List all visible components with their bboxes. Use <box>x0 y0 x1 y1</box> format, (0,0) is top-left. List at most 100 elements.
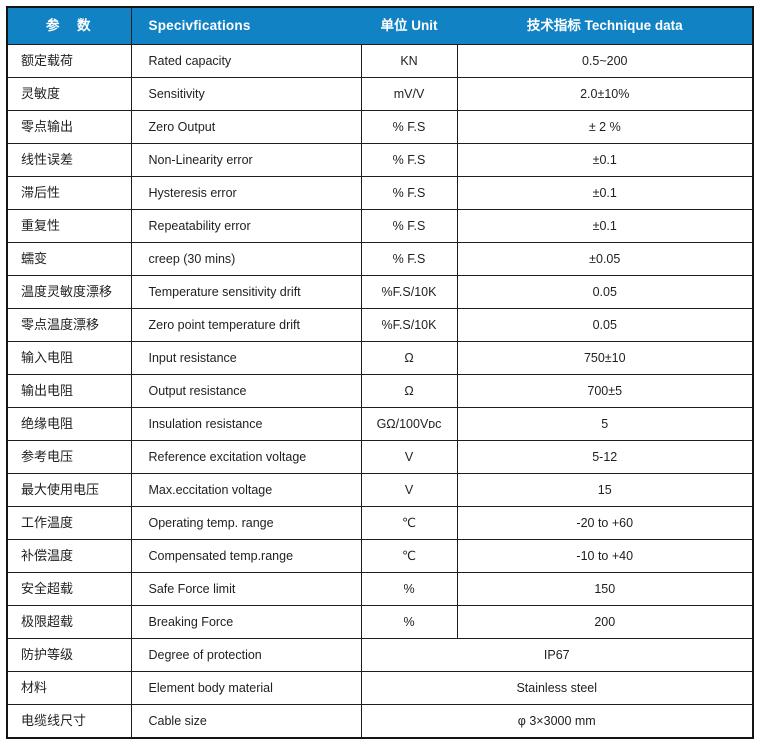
unit-cell: ℃ <box>360 539 458 573</box>
spec-en-cell: Safe Force limit <box>130 572 362 606</box>
value-cell: ±0.1 <box>456 209 754 243</box>
header-spec: Specivfications <box>130 6 362 45</box>
header-data: 技术指标 Technique data <box>456 6 754 45</box>
table-row: 灵敏度 Sensitivity mV/V 2.0±10% <box>6 77 754 111</box>
table-row: 安全超载 Safe Force limit % 150 <box>6 572 754 606</box>
table-row: 输出电阻 Output resistance Ω 700±5 <box>6 374 754 408</box>
spec-en-cell: Rated capacity <box>130 44 362 78</box>
param-cn-cell: 工作温度 <box>6 506 132 540</box>
value-cell: 700±5 <box>456 374 754 408</box>
table-header-row: 参 数 Specivfications 单位 Unit 技术指标 Techniq… <box>6 6 754 45</box>
value-cell: 0.05 <box>456 308 754 342</box>
value-cell: 750±10 <box>456 341 754 375</box>
param-cn-cell: 防护等级 <box>6 638 132 672</box>
spec-table: 参 数 Specivfications 单位 Unit 技术指标 Techniq… <box>6 6 754 739</box>
unit-cell: mV/V <box>360 77 458 111</box>
table-row: 额定载荷 Rated capacity KN 0.5~200 <box>6 44 754 78</box>
table-row: 电缆线尺寸 Cable size φ 3×3000 mm <box>6 704 754 739</box>
value-cell: 2.0±10% <box>456 77 754 111</box>
spec-en-cell: Output resistance <box>130 374 362 408</box>
param-cn-cell: 最大使用电压 <box>6 473 132 507</box>
param-cn-cell: 安全超载 <box>6 572 132 606</box>
table-row: 绝缘电阻 Insulation resistance GΩ/100Vᴅᴄ 5 <box>6 407 754 441</box>
value-cell-merged: Stainless steel <box>360 671 754 705</box>
param-cn-cell: 重复性 <box>6 209 132 243</box>
spec-en-cell: Input resistance <box>130 341 362 375</box>
unit-cell: ℃ <box>360 506 458 540</box>
spec-en-cell: Non-Linearity error <box>130 143 362 177</box>
param-cn-cell: 参考电压 <box>6 440 132 474</box>
value-cell: 200 <box>456 605 754 639</box>
table-row: 零点温度漂移 Zero point temperature drift %F.S… <box>6 308 754 342</box>
param-cn-cell: 滞后性 <box>6 176 132 210</box>
value-cell-merged: φ 3×3000 mm <box>360 704 754 739</box>
table-row: 温度灵敏度漂移 Temperature sensitivity drift %F… <box>6 275 754 309</box>
value-cell: 5-12 <box>456 440 754 474</box>
param-cn-cell: 灵敏度 <box>6 77 132 111</box>
param-cn-cell: 零点输出 <box>6 110 132 144</box>
value-cell: ±0.1 <box>456 176 754 210</box>
table-row: 重复性 Repeatability error % F.S ±0.1 <box>6 209 754 243</box>
value-cell: -10 to +40 <box>456 539 754 573</box>
spec-en-cell: Zero Output <box>130 110 362 144</box>
unit-cell: % F.S <box>360 143 458 177</box>
unit-cell: % F.S <box>360 176 458 210</box>
spec-en-cell: Element body material <box>130 671 362 705</box>
param-cn-cell: 绝缘电阻 <box>6 407 132 441</box>
param-cn-cell: 电缆线尺寸 <box>6 704 132 739</box>
table-row: 线性误差 Non-Linearity error % F.S ±0.1 <box>6 143 754 177</box>
table-row: 防护等级 Degree of protection IP67 <box>6 638 754 672</box>
param-cn-cell: 蠕变 <box>6 242 132 276</box>
table-row: 最大使用电压 Max.eccitation voltage V 15 <box>6 473 754 507</box>
spec-en-cell: Sensitivity <box>130 77 362 111</box>
header-param: 参 数 <box>6 6 132 45</box>
value-cell: 0.05 <box>456 275 754 309</box>
value-cell: 150 <box>456 572 754 606</box>
spec-en-cell: Breaking Force <box>130 605 362 639</box>
value-cell: 0.5~200 <box>456 44 754 78</box>
value-cell: ±0.1 <box>456 143 754 177</box>
table-row: 材料 Element body material Stainless steel <box>6 671 754 705</box>
spec-en-cell: Cable size <box>130 704 362 739</box>
unit-cell: % <box>360 572 458 606</box>
unit-cell: %F.S/10K <box>360 275 458 309</box>
table-row: 零点输出 Zero Output % F.S ± 2 % <box>6 110 754 144</box>
value-cell: ±0.05 <box>456 242 754 276</box>
unit-cell: % <box>360 605 458 639</box>
spec-en-cell: Compensated temp.range <box>130 539 362 573</box>
table-row: 参考电压 Reference excitation voltage V 5-12 <box>6 440 754 474</box>
value-cell: 5 <box>456 407 754 441</box>
unit-cell: % F.S <box>360 242 458 276</box>
unit-cell: % F.S <box>360 209 458 243</box>
table-row: 工作温度 Operating temp. range ℃ -20 to +60 <box>6 506 754 540</box>
value-cell: 15 <box>456 473 754 507</box>
value-cell: ± 2 % <box>456 110 754 144</box>
table-row: 滞后性 Hysteresis error % F.S ±0.1 <box>6 176 754 210</box>
unit-cell: V <box>360 440 458 474</box>
param-cn-cell: 零点温度漂移 <box>6 308 132 342</box>
unit-cell: KN <box>360 44 458 78</box>
spec-en-cell: creep (30 mins) <box>130 242 362 276</box>
unit-cell: Ω <box>360 341 458 375</box>
table-row: 补偿温度 Compensated temp.range ℃ -10 to +40 <box>6 539 754 573</box>
spec-en-cell: Zero point temperature drift <box>130 308 362 342</box>
param-cn-cell: 温度灵敏度漂移 <box>6 275 132 309</box>
spec-en-cell: Max.eccitation voltage <box>130 473 362 507</box>
param-cn-cell: 输出电阻 <box>6 374 132 408</box>
param-cn-cell: 补偿温度 <box>6 539 132 573</box>
table-row: 输入电阻 Input resistance Ω 750±10 <box>6 341 754 375</box>
param-cn-cell: 输入电阻 <box>6 341 132 375</box>
unit-cell: V <box>360 473 458 507</box>
value-cell: -20 to +60 <box>456 506 754 540</box>
spec-en-cell: Hysteresis error <box>130 176 362 210</box>
value-cell-merged: IP67 <box>360 638 754 672</box>
page: { "colors": { "header_bg": "#1182c4", "h… <box>6 6 754 739</box>
unit-cell: Ω <box>360 374 458 408</box>
spec-en-cell: Degree of protection <box>130 638 362 672</box>
param-cn-cell: 线性误差 <box>6 143 132 177</box>
header-unit: 单位 Unit <box>360 6 458 45</box>
table-row: 极限超载 Breaking Force % 200 <box>6 605 754 639</box>
spec-en-cell: Repeatability error <box>130 209 362 243</box>
unit-cell: GΩ/100Vᴅᴄ <box>360 407 458 441</box>
spec-en-cell: Reference excitation voltage <box>130 440 362 474</box>
